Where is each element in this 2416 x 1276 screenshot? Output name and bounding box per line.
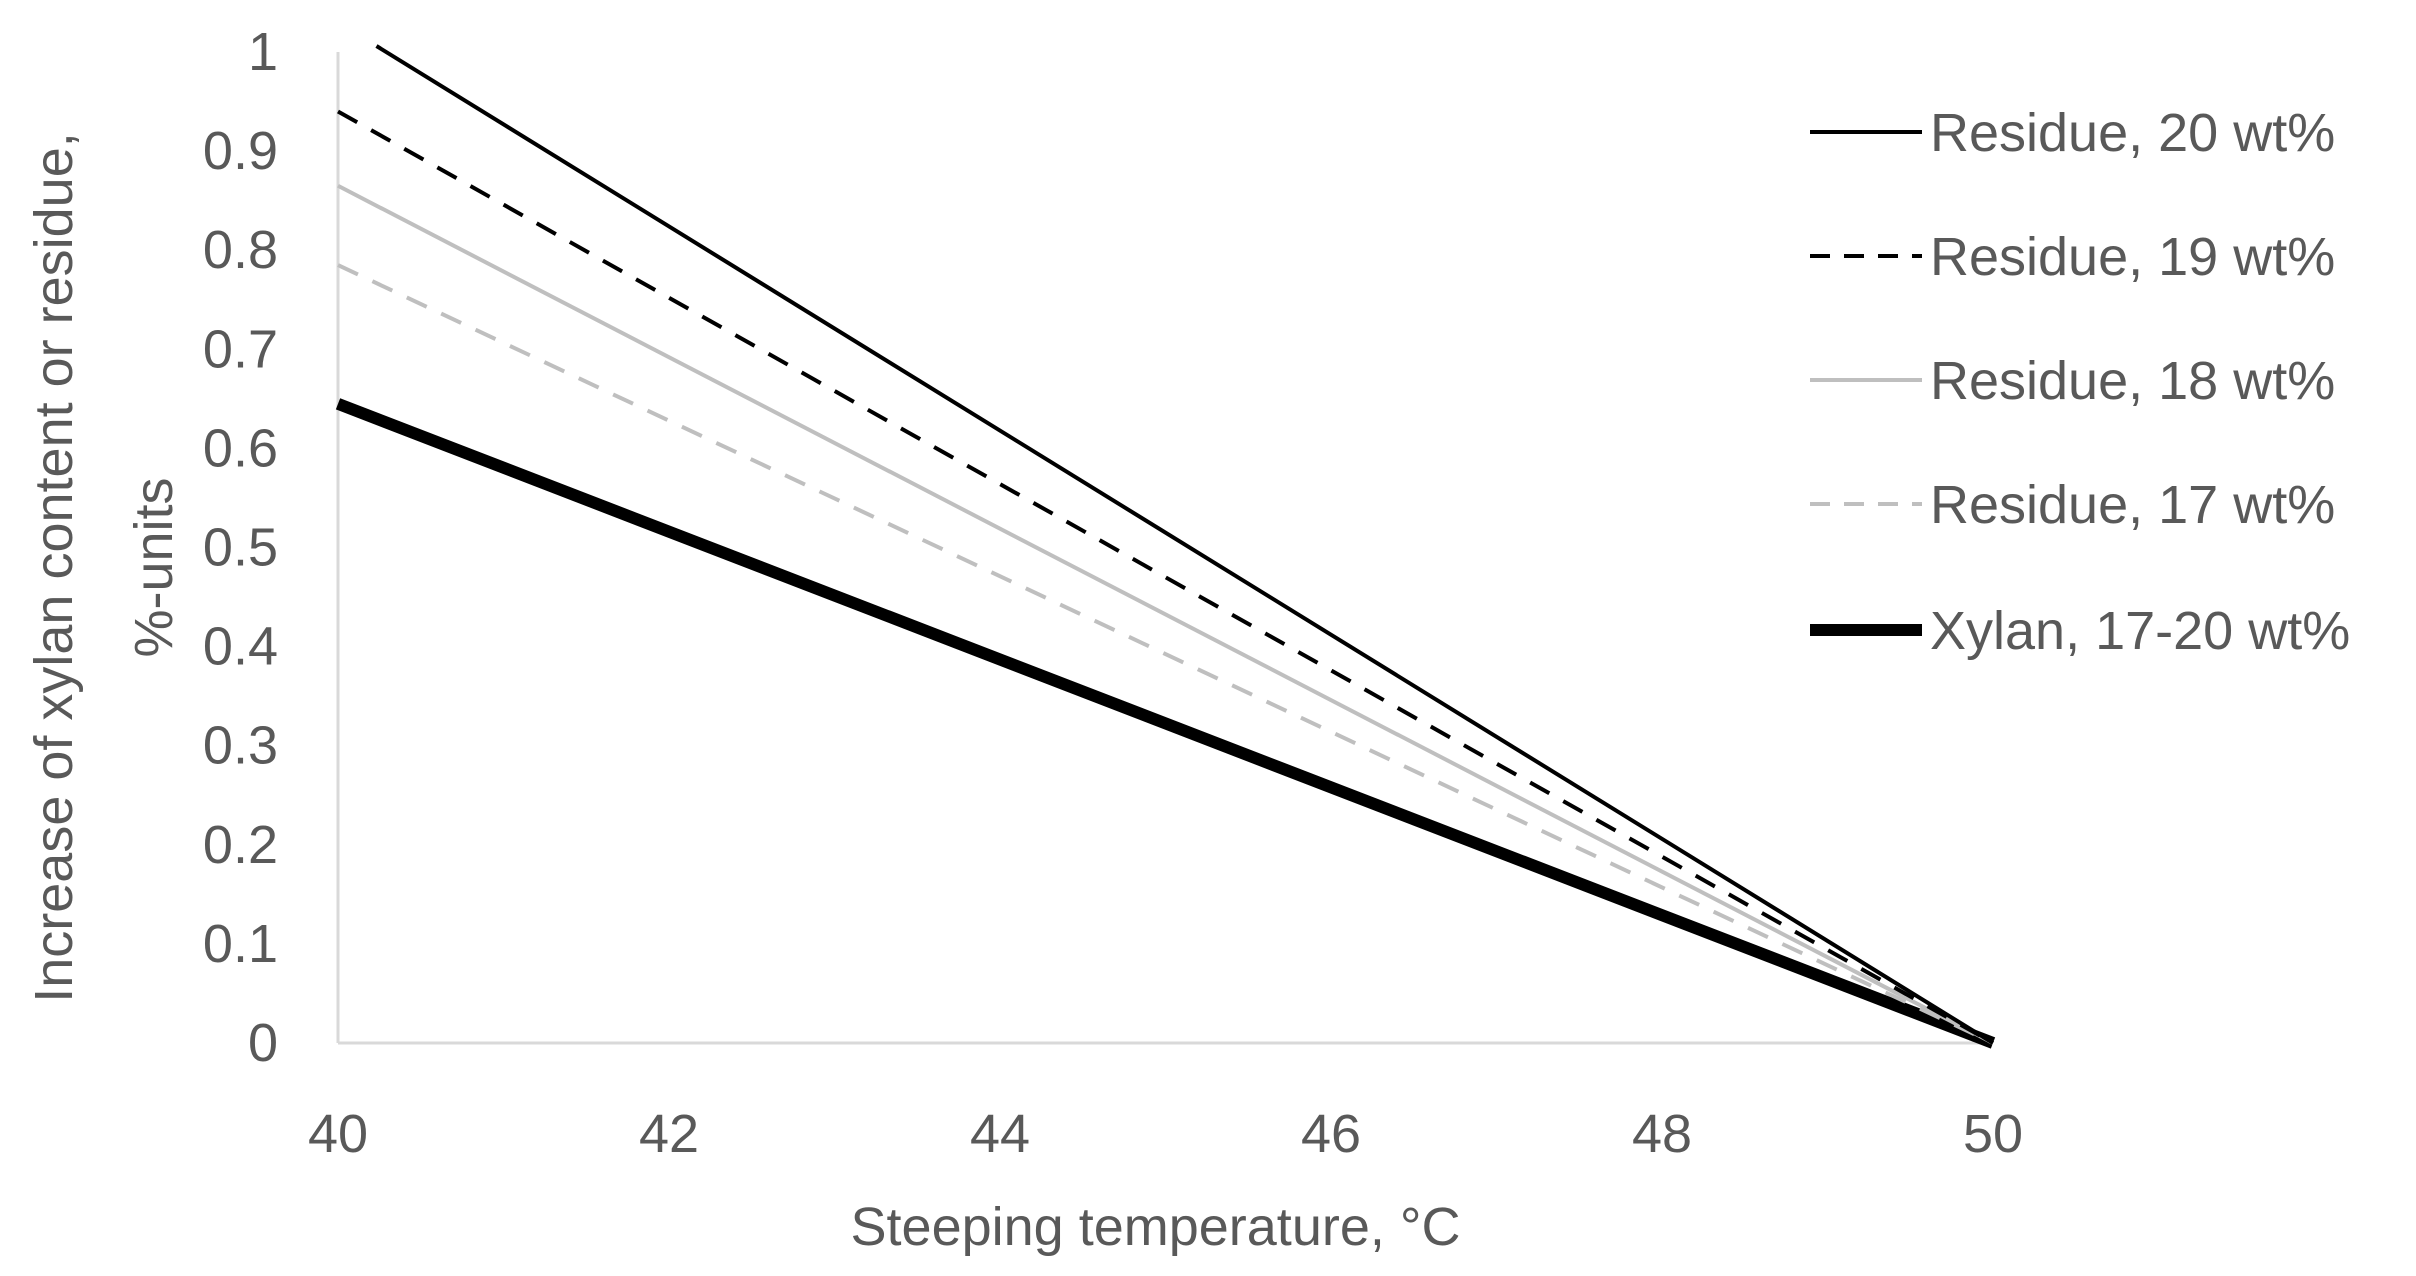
legend: Residue, 20 wt% Residue, 19 wt% Residue, 1… [1810,103,2350,661]
legend-label: Residue, 18 wt% [1930,351,2335,411]
y-tick-label: 0.2 [203,815,278,875]
x-tick-label: 42 [639,1104,699,1164]
x-axis-title: Steeping temperature, °C [851,1197,1461,1257]
x-tick-label: 46 [1301,1104,1361,1164]
y-axis-title-line-2: %-units [124,477,184,657]
legend-item: Residue, 19 wt% [1810,227,2335,287]
series-lines [335,44,1996,1049]
y-tick-label: 0.3 [203,716,278,776]
series-line [337,184,1994,1045]
series-line [375,44,1995,1045]
y-tick-label: 0.7 [203,319,278,379]
y-tick-label: 0.1 [203,914,278,974]
y-tick-label: 0.9 [203,121,278,181]
legend-item: Residue, 20 wt% [1810,103,2335,163]
x-tick-labels: 40 42 44 46 48 50 [308,1104,2023,1164]
legend-item: Residue, 17 wt% [1810,475,2335,535]
x-tick-label: 40 [308,1104,368,1164]
x-tick-label: 50 [1963,1104,2023,1164]
y-axis-title: Increase of xylan content or residue, %-u… [24,132,184,1003]
legend-label: Xylan, 17-20 wt% [1930,601,2350,661]
y-tick-labels: 0 0.1 0.2 0.3 0.4 0.5 0.6 0.7 0.8 0.9 1 [203,22,278,1073]
y-tick-label: 0.4 [203,617,278,677]
y-tick-label: 0.6 [203,418,278,478]
y-tick-label: 0 [248,1013,278,1073]
y-tick-label: 1 [248,22,278,82]
x-tick-label: 44 [970,1104,1030,1164]
x-tick-label: 48 [1632,1104,1692,1164]
series-line [337,263,1994,1045]
y-axis-title-line-1: Increase of xylan content or residue, [24,132,84,1003]
legend-item: Xylan, 17-20 wt% [1810,601,2350,661]
legend-label: Residue, 17 wt% [1930,475,2335,535]
y-tick-label: 0.8 [203,220,278,280]
legend-label: Residue, 19 wt% [1930,227,2335,287]
legend-label: Residue, 20 wt% [1930,103,2335,163]
series-line [337,109,1994,1045]
legend-item: Residue, 18 wt% [1810,351,2335,411]
y-tick-label: 0.5 [203,518,278,578]
series-line [335,398,1996,1049]
